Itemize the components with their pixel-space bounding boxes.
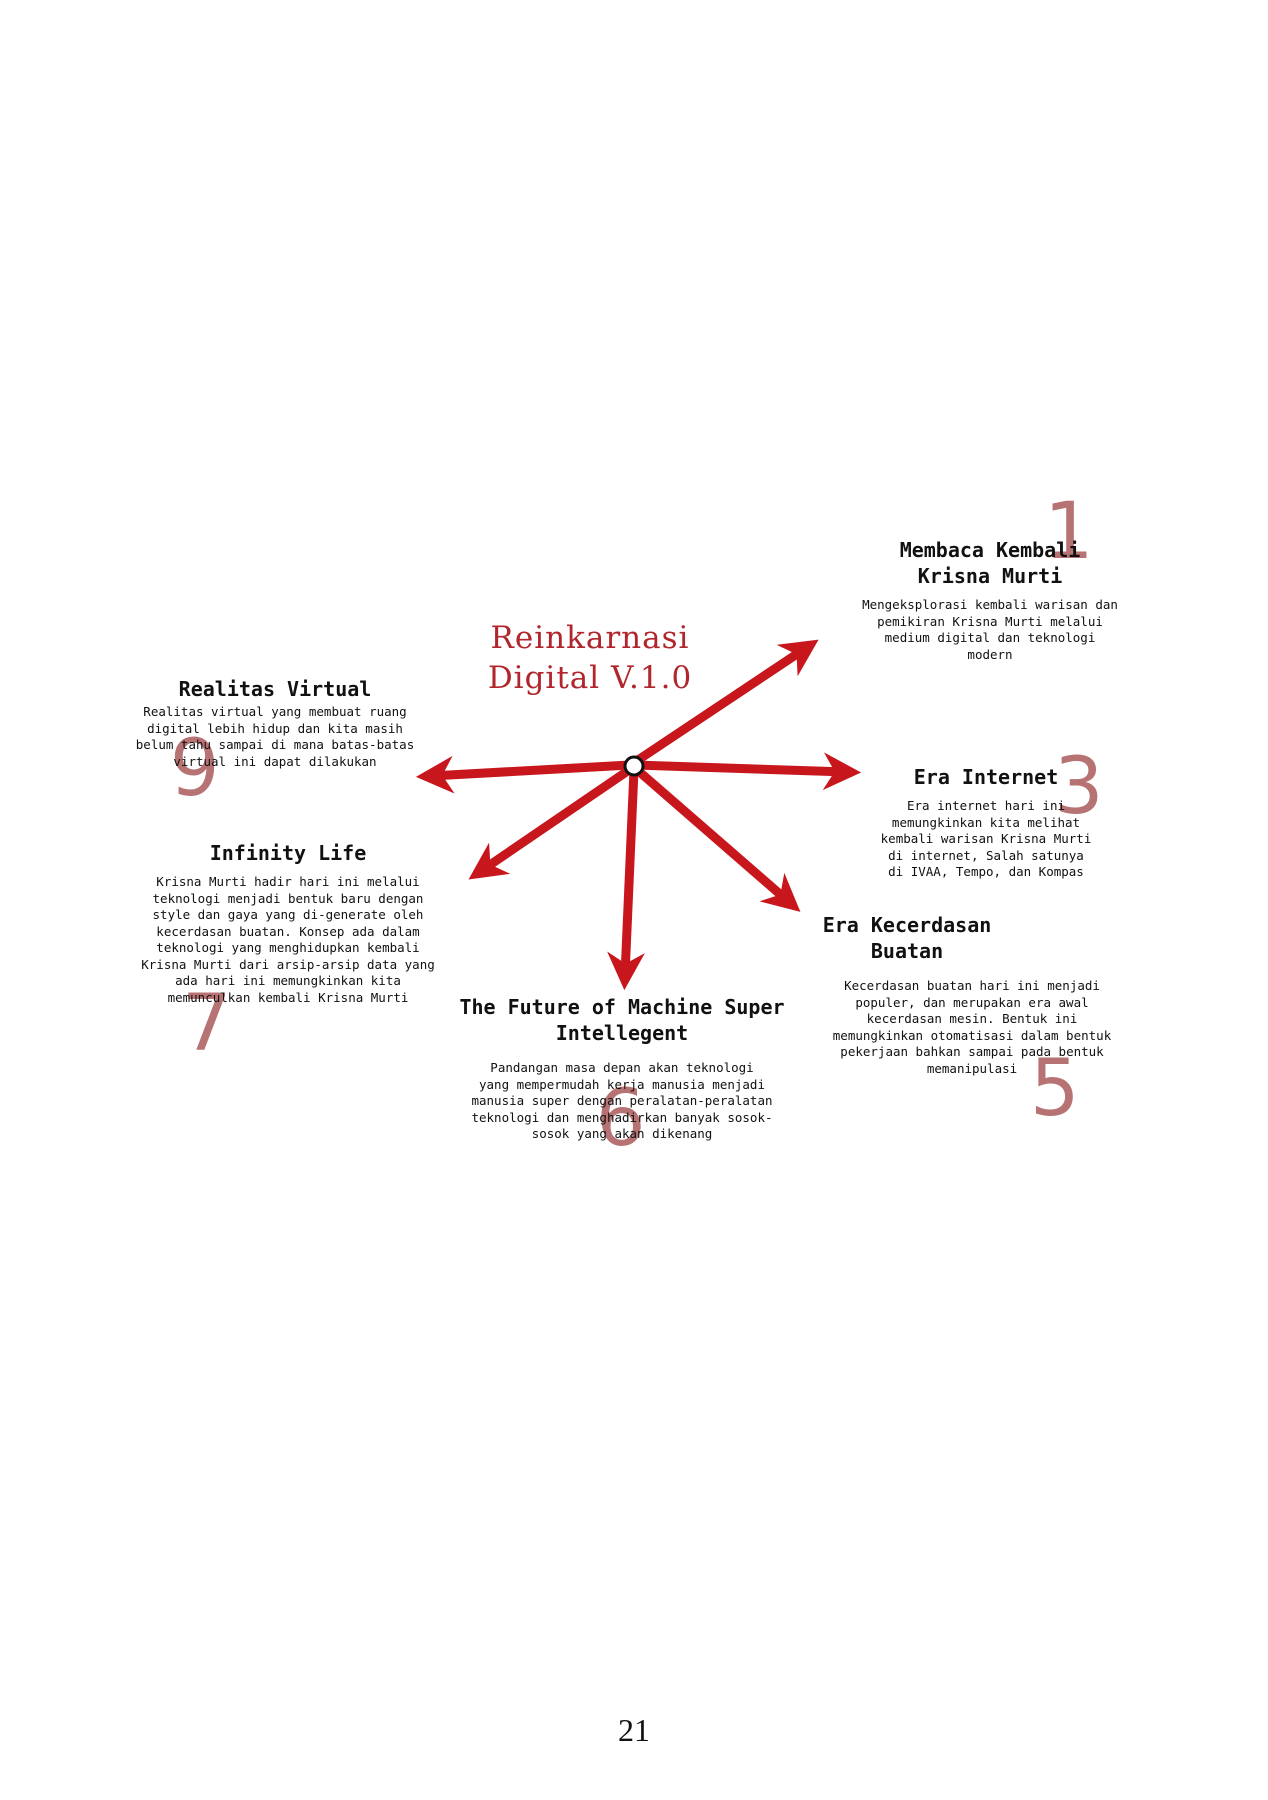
arrow-to-future-machine bbox=[607, 765, 645, 991]
node-heading: Era Internet bbox=[913, 765, 1059, 789]
node-description: Realitas virtual yang membuat ruang digi… bbox=[135, 704, 415, 769]
node-infinity-life: Infinity Life Krisna Murti hadir hari in… bbox=[128, 840, 448, 1006]
node-future-machine: The Future of Machine Super Intellegent … bbox=[442, 994, 802, 1143]
node-heading: Era Kecerdasan Buatan bbox=[822, 913, 992, 963]
node-heading: Realitas Virtual bbox=[178, 677, 372, 701]
node-number-3: 3 bbox=[1054, 742, 1104, 832]
node-number-6: 6 bbox=[596, 1074, 646, 1164]
node-realitas-virtual: Realitas Virtual Realitas virtual yang m… bbox=[125, 676, 425, 770]
node-era-kecerdasan-buatan: Era Kecerdasan Buatan Kecerdasan buatan … bbox=[812, 912, 1132, 1077]
diagram-title: Reinkarnasi Digital V.1.0 bbox=[487, 620, 693, 696]
node-description: Pandangan masa depan akan teknologi yang… bbox=[471, 1060, 773, 1141]
arrow-to-infinity-life bbox=[468, 761, 639, 880]
node-heading: Infinity Life bbox=[209, 841, 367, 865]
node-number-9: 9 bbox=[170, 724, 220, 814]
node-number-1: 1 bbox=[1044, 487, 1094, 577]
node-description: Kecerdasan buatan hari ini menjadi popul… bbox=[832, 978, 1112, 1076]
page-number: 21 bbox=[618, 1712, 650, 1748]
node-heading: Membaca Kembali Krisna Murti bbox=[899, 538, 1081, 588]
arrow-to-era-internet bbox=[630, 752, 862, 791]
node-membaca-kembali: Membaca Kembali Krisna Murti Mengeksplor… bbox=[830, 537, 1150, 663]
node-heading: The Future of Machine Super Intellegent bbox=[459, 995, 785, 1045]
center-hub bbox=[623, 755, 645, 777]
node-description: Mengeksplorasi kembali warisan dan pemik… bbox=[862, 597, 1118, 662]
node-description: Era internet hari ini memungkinkan kita … bbox=[880, 798, 1092, 879]
node-number-5: 5 bbox=[1030, 1044, 1080, 1134]
node-era-internet: Era Internet Era internet hari ini memun… bbox=[860, 764, 1112, 881]
arrow-to-membaca-kembali bbox=[628, 639, 819, 769]
node-number-7: 7 bbox=[182, 979, 232, 1069]
arrow-to-realitas-virtual bbox=[415, 755, 635, 794]
arrow-to-era-kecerdasan-buatan bbox=[628, 761, 801, 912]
node-description: Krisna Murti hadir hari ini melalui tekn… bbox=[141, 874, 435, 1005]
